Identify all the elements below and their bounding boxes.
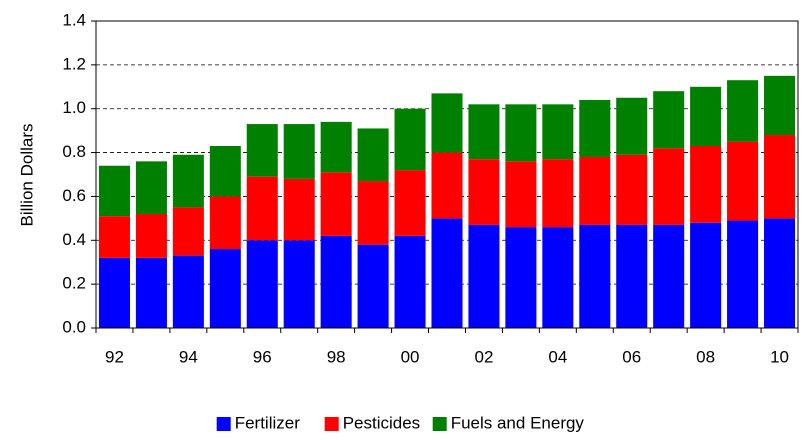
bar-segment bbox=[505, 161, 537, 228]
bar-segment bbox=[135, 213, 167, 258]
x-tick-label: 02 bbox=[474, 347, 493, 366]
bar-segment bbox=[172, 207, 204, 256]
y-tick-label: 0.0 bbox=[62, 317, 86, 336]
y-axis-label: Billion Dollars bbox=[17, 124, 36, 227]
bar-segment bbox=[246, 124, 278, 177]
bar-segment bbox=[431, 93, 463, 153]
bar-segment bbox=[357, 244, 389, 328]
bar-segment bbox=[394, 108, 426, 171]
bar-segment bbox=[764, 218, 796, 328]
bar-segment bbox=[616, 97, 648, 155]
y-tick-label: 0.8 bbox=[62, 142, 86, 161]
x-tick-label: 98 bbox=[327, 347, 346, 366]
bar-segment bbox=[505, 104, 537, 162]
x-tick-label: 04 bbox=[548, 347, 567, 366]
bar-segment bbox=[172, 255, 204, 328]
bar-segment bbox=[468, 159, 500, 225]
bar-segment bbox=[320, 172, 352, 236]
bar-segment bbox=[653, 91, 685, 149]
bar-segment bbox=[431, 218, 463, 328]
bar-segment bbox=[246, 176, 278, 241]
y-tick-label: 0.6 bbox=[62, 186, 86, 205]
y-tick-label: 0.2 bbox=[62, 274, 86, 293]
bar-segment bbox=[727, 220, 759, 328]
bar-segment bbox=[616, 224, 648, 328]
bar-segment bbox=[505, 227, 537, 328]
legend-swatch bbox=[216, 417, 231, 431]
legend-label: Fuels and Energy bbox=[451, 413, 585, 432]
x-tick-label: 06 bbox=[622, 347, 641, 366]
x-tick-label: 08 bbox=[696, 347, 715, 366]
bar-segment bbox=[209, 249, 241, 328]
bar-segment bbox=[209, 145, 241, 197]
y-tick-label: 1.4 bbox=[62, 10, 86, 29]
bar-segment bbox=[357, 181, 389, 245]
x-tick-label: 96 bbox=[253, 347, 272, 366]
bar-segment bbox=[98, 165, 130, 217]
bar-segment bbox=[283, 240, 315, 328]
bar-segment bbox=[283, 178, 315, 241]
x-tick-label: 92 bbox=[105, 347, 124, 366]
bar-segment bbox=[579, 99, 611, 157]
x-tick-label: 00 bbox=[401, 347, 420, 366]
x-tick-label: 10 bbox=[770, 347, 789, 366]
bar-segment bbox=[320, 235, 352, 328]
legend-swatch bbox=[324, 417, 339, 431]
bar-segment bbox=[579, 156, 611, 225]
bar-segment bbox=[579, 224, 611, 328]
legend-swatch bbox=[432, 417, 447, 431]
legend-label: Fertilizer bbox=[235, 413, 301, 432]
y-tick-label: 0.4 bbox=[62, 230, 86, 249]
bar-segment bbox=[172, 154, 204, 208]
bar-segment bbox=[468, 104, 500, 160]
bar-segment bbox=[209, 196, 241, 250]
legend-label: Pesticides bbox=[343, 413, 420, 432]
bar-segment bbox=[542, 104, 574, 160]
bar-segment bbox=[653, 148, 685, 225]
bar-segment bbox=[135, 257, 167, 328]
bar-segment bbox=[727, 141, 759, 221]
bar-segment bbox=[653, 224, 685, 328]
bar-segment bbox=[727, 80, 759, 142]
bar-segment bbox=[394, 170, 426, 236]
bar-segment bbox=[764, 135, 796, 219]
y-tick-label: 1.2 bbox=[62, 54, 86, 73]
bar-segment bbox=[542, 159, 574, 228]
y-tick-label: 1.0 bbox=[62, 98, 86, 117]
plot-frame bbox=[95, 20, 799, 329]
bar-segment bbox=[135, 161, 167, 214]
bar-segment bbox=[246, 240, 278, 328]
bar-segment bbox=[616, 154, 648, 225]
bar-segment bbox=[764, 75, 796, 136]
x-tick-label: 94 bbox=[179, 347, 198, 366]
bar-segment bbox=[283, 124, 315, 179]
bar-segment bbox=[542, 227, 574, 328]
bar-segment bbox=[431, 152, 463, 219]
bar-segment bbox=[357, 128, 389, 182]
bar-segment bbox=[98, 257, 130, 328]
bar-segment bbox=[394, 235, 426, 328]
bar-segment bbox=[320, 121, 352, 173]
bar-segment bbox=[98, 216, 130, 258]
bar-segment bbox=[690, 222, 722, 328]
bar-segment bbox=[468, 224, 500, 328]
bar-segment bbox=[690, 86, 722, 146]
bar-segment bbox=[690, 145, 722, 223]
